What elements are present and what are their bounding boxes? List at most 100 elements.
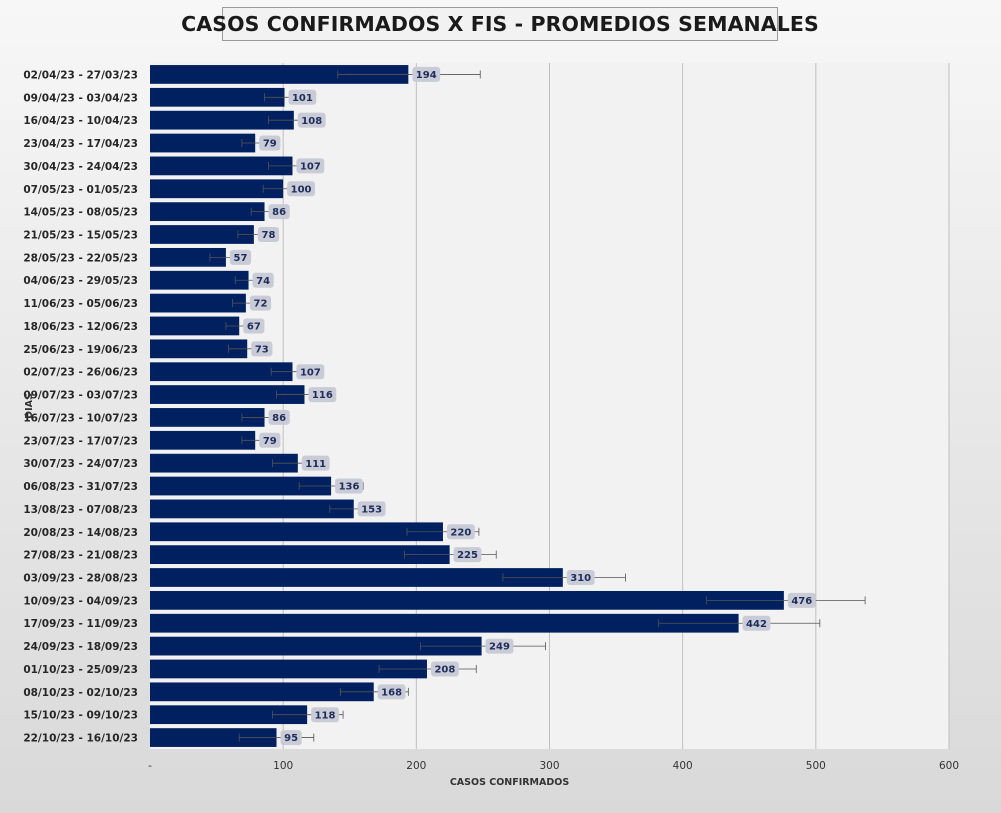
x-tick-label: 600 <box>939 760 959 772</box>
bar <box>150 316 240 336</box>
bar <box>150 636 482 656</box>
category-label: 09/07/23 - 03/07/23 <box>23 390 138 402</box>
bars <box>150 65 784 747</box>
data-label-background <box>430 661 459 677</box>
data-label-background <box>308 387 337 403</box>
chart-title-box: CASOS CONFIRMADOS X FIS - PROMEDIOS SEMA… <box>181 7 819 41</box>
category-label: 28/05/23 - 22/05/23 <box>23 252 138 264</box>
data-label: 107 <box>300 367 321 378</box>
category-label: 23/07/23 - 17/07/23 <box>23 435 138 447</box>
category-label: 07/05/23 - 01/05/23 <box>23 184 138 196</box>
category-label: 22/10/23 - 16/10/23 <box>23 733 138 745</box>
data-label: 208 <box>434 665 455 676</box>
data-label-background <box>377 684 406 700</box>
error-bar <box>419 642 546 651</box>
error-bar <box>502 573 626 582</box>
x-tick-labels: - 100 200 300 400 500 600 <box>148 760 959 772</box>
category-label: 24/09/23 - 18/09/23 <box>23 641 138 653</box>
category-label: 16/07/23 - 10/07/23 <box>23 412 138 424</box>
bar <box>150 430 256 450</box>
category-label: 27/08/23 - 21/08/23 <box>23 550 138 562</box>
data-label: 220 <box>450 527 471 538</box>
bar <box>150 522 443 542</box>
data-label-background <box>252 272 274 288</box>
category-label: 14/05/23 - 08/05/23 <box>23 207 138 219</box>
x-tick-label: - <box>148 760 152 772</box>
bar <box>150 156 293 176</box>
x-tick-label: 300 <box>539 760 559 772</box>
category-label: 02/07/23 - 26/06/23 <box>23 367 138 379</box>
bar <box>150 682 374 702</box>
data-label: 86 <box>272 413 286 424</box>
bar <box>150 110 294 130</box>
data-label: 67 <box>247 322 261 333</box>
category-label: 21/05/23 - 15/05/23 <box>23 230 138 242</box>
data-label: 168 <box>381 687 402 698</box>
category-label: 09/04/23 - 03/04/23 <box>23 92 138 104</box>
category-label: 23/04/23 - 17/04/23 <box>23 138 138 150</box>
data-label: 108 <box>301 116 322 127</box>
data-label: 95 <box>284 733 298 744</box>
data-label-background <box>288 89 317 105</box>
data-label-background <box>268 409 290 425</box>
bar <box>150 87 285 107</box>
gridlines <box>282 63 950 749</box>
x-axis-title: CASOS CONFIRMADOS <box>450 777 569 788</box>
data-label-background <box>412 66 441 82</box>
bar <box>150 385 305 404</box>
data-label: 310 <box>570 573 591 584</box>
category-label: 30/07/23 - 24/07/23 <box>23 458 138 470</box>
data-label: 72 <box>254 299 268 310</box>
category-label: 15/10/23 - 09/10/23 <box>23 710 138 722</box>
bar <box>150 408 265 427</box>
data-labels: 194 101 108 79 107 100 86 78 57 74 72 67 73 107 116 86 7… <box>229 66 816 746</box>
data-label: 79 <box>263 139 277 150</box>
data-label: 116 <box>312 390 333 401</box>
bar <box>150 453 298 473</box>
bar <box>150 568 563 587</box>
category-label: 06/08/23 - 31/07/23 <box>23 481 138 493</box>
category-label: 10/09/23 - 04/09/23 <box>23 595 138 607</box>
category-label: 08/10/23 - 02/10/23 <box>23 687 138 699</box>
data-label-background <box>268 204 290 220</box>
data-label: 153 <box>361 505 382 516</box>
data-label-background <box>787 592 816 608</box>
x-tick-label: 100 <box>273 760 293 772</box>
data-label: 225 <box>457 550 478 561</box>
y-axis-title: DIAS <box>24 393 35 419</box>
data-label-background <box>297 112 326 128</box>
data-label: 86 <box>272 207 286 218</box>
bar <box>150 476 332 496</box>
bar <box>150 590 784 610</box>
bar <box>150 293 246 313</box>
data-label: 476 <box>791 596 812 607</box>
data-label: 57 <box>234 253 248 264</box>
data-label-background <box>446 524 475 540</box>
error-bar <box>706 596 866 605</box>
data-label-background <box>485 638 514 654</box>
bar <box>150 247 226 267</box>
error-bar <box>337 70 481 79</box>
data-label-background <box>566 570 595 585</box>
category-label: 13/08/23 - 07/08/23 <box>23 504 138 516</box>
data-label: 101 <box>292 93 313 104</box>
data-label: 249 <box>489 642 510 653</box>
data-label-background <box>335 478 363 494</box>
data-label: 79 <box>263 436 277 447</box>
category-label: 17/09/23 - 11/09/23 <box>23 618 138 630</box>
category-label: 18/06/23 - 12/06/23 <box>23 321 138 333</box>
category-label: 30/04/23 - 24/04/23 <box>23 161 138 173</box>
data-label: 136 <box>339 482 360 493</box>
error-bar <box>658 619 821 628</box>
data-label-background <box>287 181 315 197</box>
chart-title: CASOS CONFIRMADOS X FIS - PROMEDIOS SEMA… <box>181 12 819 36</box>
data-label-background <box>296 364 325 380</box>
bar <box>150 545 450 565</box>
category-label: 11/06/23 - 05/06/23 <box>23 298 138 310</box>
bar <box>150 362 293 382</box>
data-label-background <box>249 295 272 311</box>
data-label: 78 <box>262 230 276 241</box>
data-label: 118 <box>315 710 336 721</box>
data-label-background <box>229 249 252 265</box>
